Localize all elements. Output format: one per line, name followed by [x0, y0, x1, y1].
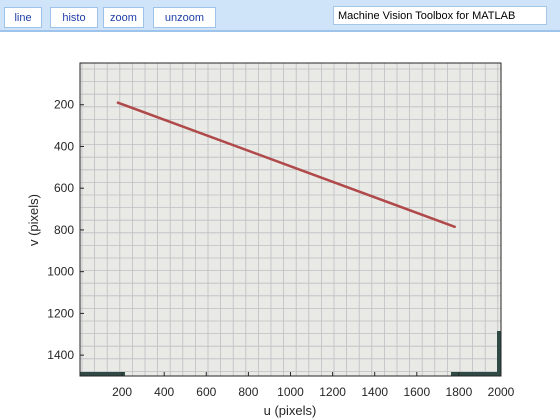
y-tick-label: 1000: [47, 265, 74, 279]
board-edge-left: [80, 372, 125, 376]
x-axis-label: u (pixels): [264, 403, 317, 418]
x-tick-label: 2000: [488, 385, 515, 399]
y-tick-label: 800: [54, 223, 74, 237]
data-series: [116, 101, 456, 229]
histo-button[interactable]: histo: [50, 7, 98, 28]
board-edge-right-vertical: [497, 331, 501, 376]
x-tick-label: 1000: [277, 385, 304, 399]
window-title: Machine Vision Toolbox for MATLAB: [333, 6, 547, 25]
zoom-button[interactable]: zoom: [103, 7, 144, 28]
y-axis-label: v (pixels): [26, 194, 41, 246]
line-button[interactable]: line: [4, 7, 42, 28]
y-tick-label: 200: [54, 98, 74, 112]
x-tick-label: 400: [154, 385, 174, 399]
board-edge-right: [451, 372, 501, 376]
y-tick-label: 1200: [47, 306, 74, 320]
x-tick-label: 800: [238, 385, 258, 399]
y-tick-label: 400: [54, 139, 74, 153]
axis-ticks: 200 400 600 800 1000 1200 1400 1600 1800 2000 200 4…: [47, 98, 514, 399]
y-tick-label: 600: [54, 181, 74, 195]
x-tick-label: 1200: [319, 385, 346, 399]
x-tick-label: 1400: [361, 385, 388, 399]
x-tick-label: 600: [196, 385, 216, 399]
drawn-line-series: [116, 101, 456, 229]
toolbar: line histo zoom unzoom Machine Vision To…: [0, 0, 560, 32]
x-tick-label: 1600: [403, 385, 430, 399]
x-tick-label: 1800: [446, 385, 473, 399]
x-tick-label: 200: [112, 385, 132, 399]
unzoom-button[interactable]: unzoom: [153, 7, 216, 28]
y-tick-label: 1400: [47, 348, 74, 362]
